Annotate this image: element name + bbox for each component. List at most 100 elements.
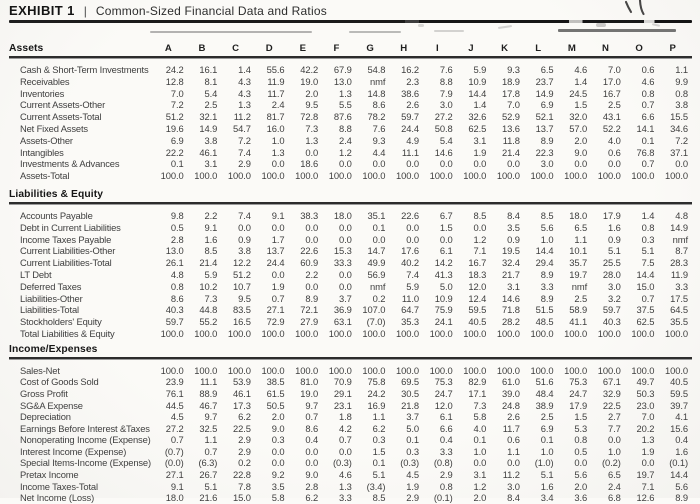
cell: 0.0 — [675, 158, 688, 170]
cell: 5.6 — [540, 221, 554, 233]
row-label: Total Liabilities & Equity — [20, 327, 115, 339]
cell: 9.0 — [574, 146, 588, 158]
cell: 0.7 — [204, 445, 218, 457]
cell: 32.1 — [199, 111, 218, 123]
cell: 72.8 — [300, 111, 319, 123]
cell: 7.3 — [473, 399, 487, 411]
cell: 0.0 — [305, 457, 319, 469]
cell: 38.6 — [401, 87, 419, 99]
row-label: Assets-Total — [20, 170, 70, 182]
cell: 76.1 — [165, 387, 184, 399]
cell: 8.9 — [540, 268, 554, 280]
cell: 1.1 — [204, 434, 218, 446]
cell: 1.4 — [238, 64, 251, 75]
cell: 3.0 — [507, 480, 520, 492]
cell: 4.4 — [372, 146, 386, 158]
cell: 4.2 — [339, 422, 352, 434]
cell: 2.4 — [339, 134, 352, 146]
cell: 0.5 — [170, 221, 184, 233]
cell: 71.8 — [502, 304, 520, 316]
cell: 6.2 — [372, 422, 386, 434]
table-row: Deferred Taxes 0.8 10.2 10.7 1.9 0.0 0.0 nmf 5.9… — [9, 281, 692, 293]
cell: 11.8 — [502, 134, 520, 146]
cell: 75.9 — [434, 304, 453, 316]
cell: 49.9 — [367, 257, 386, 269]
cell: 36.9 — [333, 304, 352, 316]
cell: 44.5 — [165, 399, 184, 411]
cell: 5.1 — [204, 480, 218, 492]
row-label: Investments & Advances — [20, 158, 120, 170]
exhibit-title-row: EXHIBIT 1 | Common-Sized Financial Data … — [9, 3, 692, 18]
cell: 8.9 — [540, 292, 554, 304]
cell: 3.0 — [439, 99, 453, 111]
cell: 8.8 — [439, 75, 453, 87]
cell: 11.9 — [267, 75, 285, 87]
cell: 24.8 — [502, 399, 520, 411]
cell: 83.5 — [233, 304, 251, 316]
table-row: Current Assets-Other 7.2 2.5 1.3 2.4 9.5 5.5 8.… — [9, 99, 692, 111]
section-rule — [9, 201, 692, 205]
cell: 24.7 — [569, 387, 588, 399]
cell: 2.5 — [574, 292, 588, 304]
cell: 3.3 — [439, 445, 453, 457]
column-letter: D — [265, 43, 273, 54]
cell: 1.5 — [439, 221, 453, 233]
cell: 6.8 — [608, 492, 621, 504]
cell: 24.2 — [367, 387, 386, 399]
cell: 51.6 — [535, 376, 554, 388]
cell: 72.1 — [300, 304, 319, 316]
table-row: Current Assets-Total 51.2 32.1 11.2 81.7 72.8… — [9, 111, 692, 123]
cell: 3.8 — [675, 99, 688, 111]
cell: 7.0 — [641, 411, 655, 423]
cell: 19.7 — [636, 469, 655, 481]
column-letter: A — [164, 43, 172, 54]
cell: 21.4 — [502, 146, 520, 158]
cell: 3.1 — [473, 469, 487, 481]
cell: 40.2 — [401, 257, 419, 269]
cell: 8.5 — [473, 209, 487, 221]
cell: 0.0 — [507, 457, 520, 469]
cell: 7.9 — [439, 87, 453, 99]
cell: 12.4 — [468, 292, 487, 304]
cell: 0.0 — [305, 233, 319, 245]
table-row: Stockholders' Equity 59.7 55.2 16.5 72.9 27.9… — [9, 316, 692, 328]
column-letter: M — [567, 43, 576, 54]
cell: 32.0 — [569, 111, 588, 123]
cell: 14.4 — [535, 245, 554, 257]
cell: 0.8 — [641, 87, 655, 99]
cell: 3.3 — [339, 492, 352, 504]
row-label: Special Items-Income (Expense) — [20, 457, 151, 469]
cell: 60.9 — [300, 257, 319, 269]
cell: 4.9 — [406, 134, 419, 146]
cell: 53.9 — [233, 376, 251, 388]
cell: 59.5 — [670, 387, 688, 399]
cell: 0.1 — [372, 457, 386, 469]
cell: 0.0 — [439, 233, 453, 245]
cell: 0.3 — [641, 233, 655, 245]
cell: 2.4 — [271, 99, 285, 111]
cell: 78.2 — [367, 111, 386, 123]
cell: 9.5 — [238, 292, 251, 304]
cell: (6.3) — [198, 457, 218, 469]
cell: 100.0 — [631, 364, 655, 376]
cell: 50.8 — [434, 122, 453, 134]
cell: 0.2 — [372, 292, 386, 304]
cell: 9.1 — [271, 209, 285, 221]
cell: 7.5 — [641, 257, 655, 269]
cell: 38.9 — [535, 399, 554, 411]
cell: 0.8 — [439, 480, 453, 492]
cell: 14.4 — [468, 87, 487, 99]
cell: 5.1 — [540, 469, 554, 481]
cell: 9.7 — [204, 411, 218, 423]
cell: 0.0 — [507, 158, 520, 170]
cell: 16.1 — [199, 64, 218, 75]
cell: 14.9 — [670, 221, 688, 233]
cell: 2.5 — [540, 411, 554, 423]
cell: 9.1 — [170, 480, 184, 492]
cell: 8.6 — [372, 99, 386, 111]
cell: 1.5 — [574, 411, 588, 423]
cell: 6.9 — [170, 134, 184, 146]
cell: 5.0 — [439, 280, 453, 292]
cell: 100.0 — [261, 327, 285, 339]
cell: 3.1 — [473, 134, 487, 146]
